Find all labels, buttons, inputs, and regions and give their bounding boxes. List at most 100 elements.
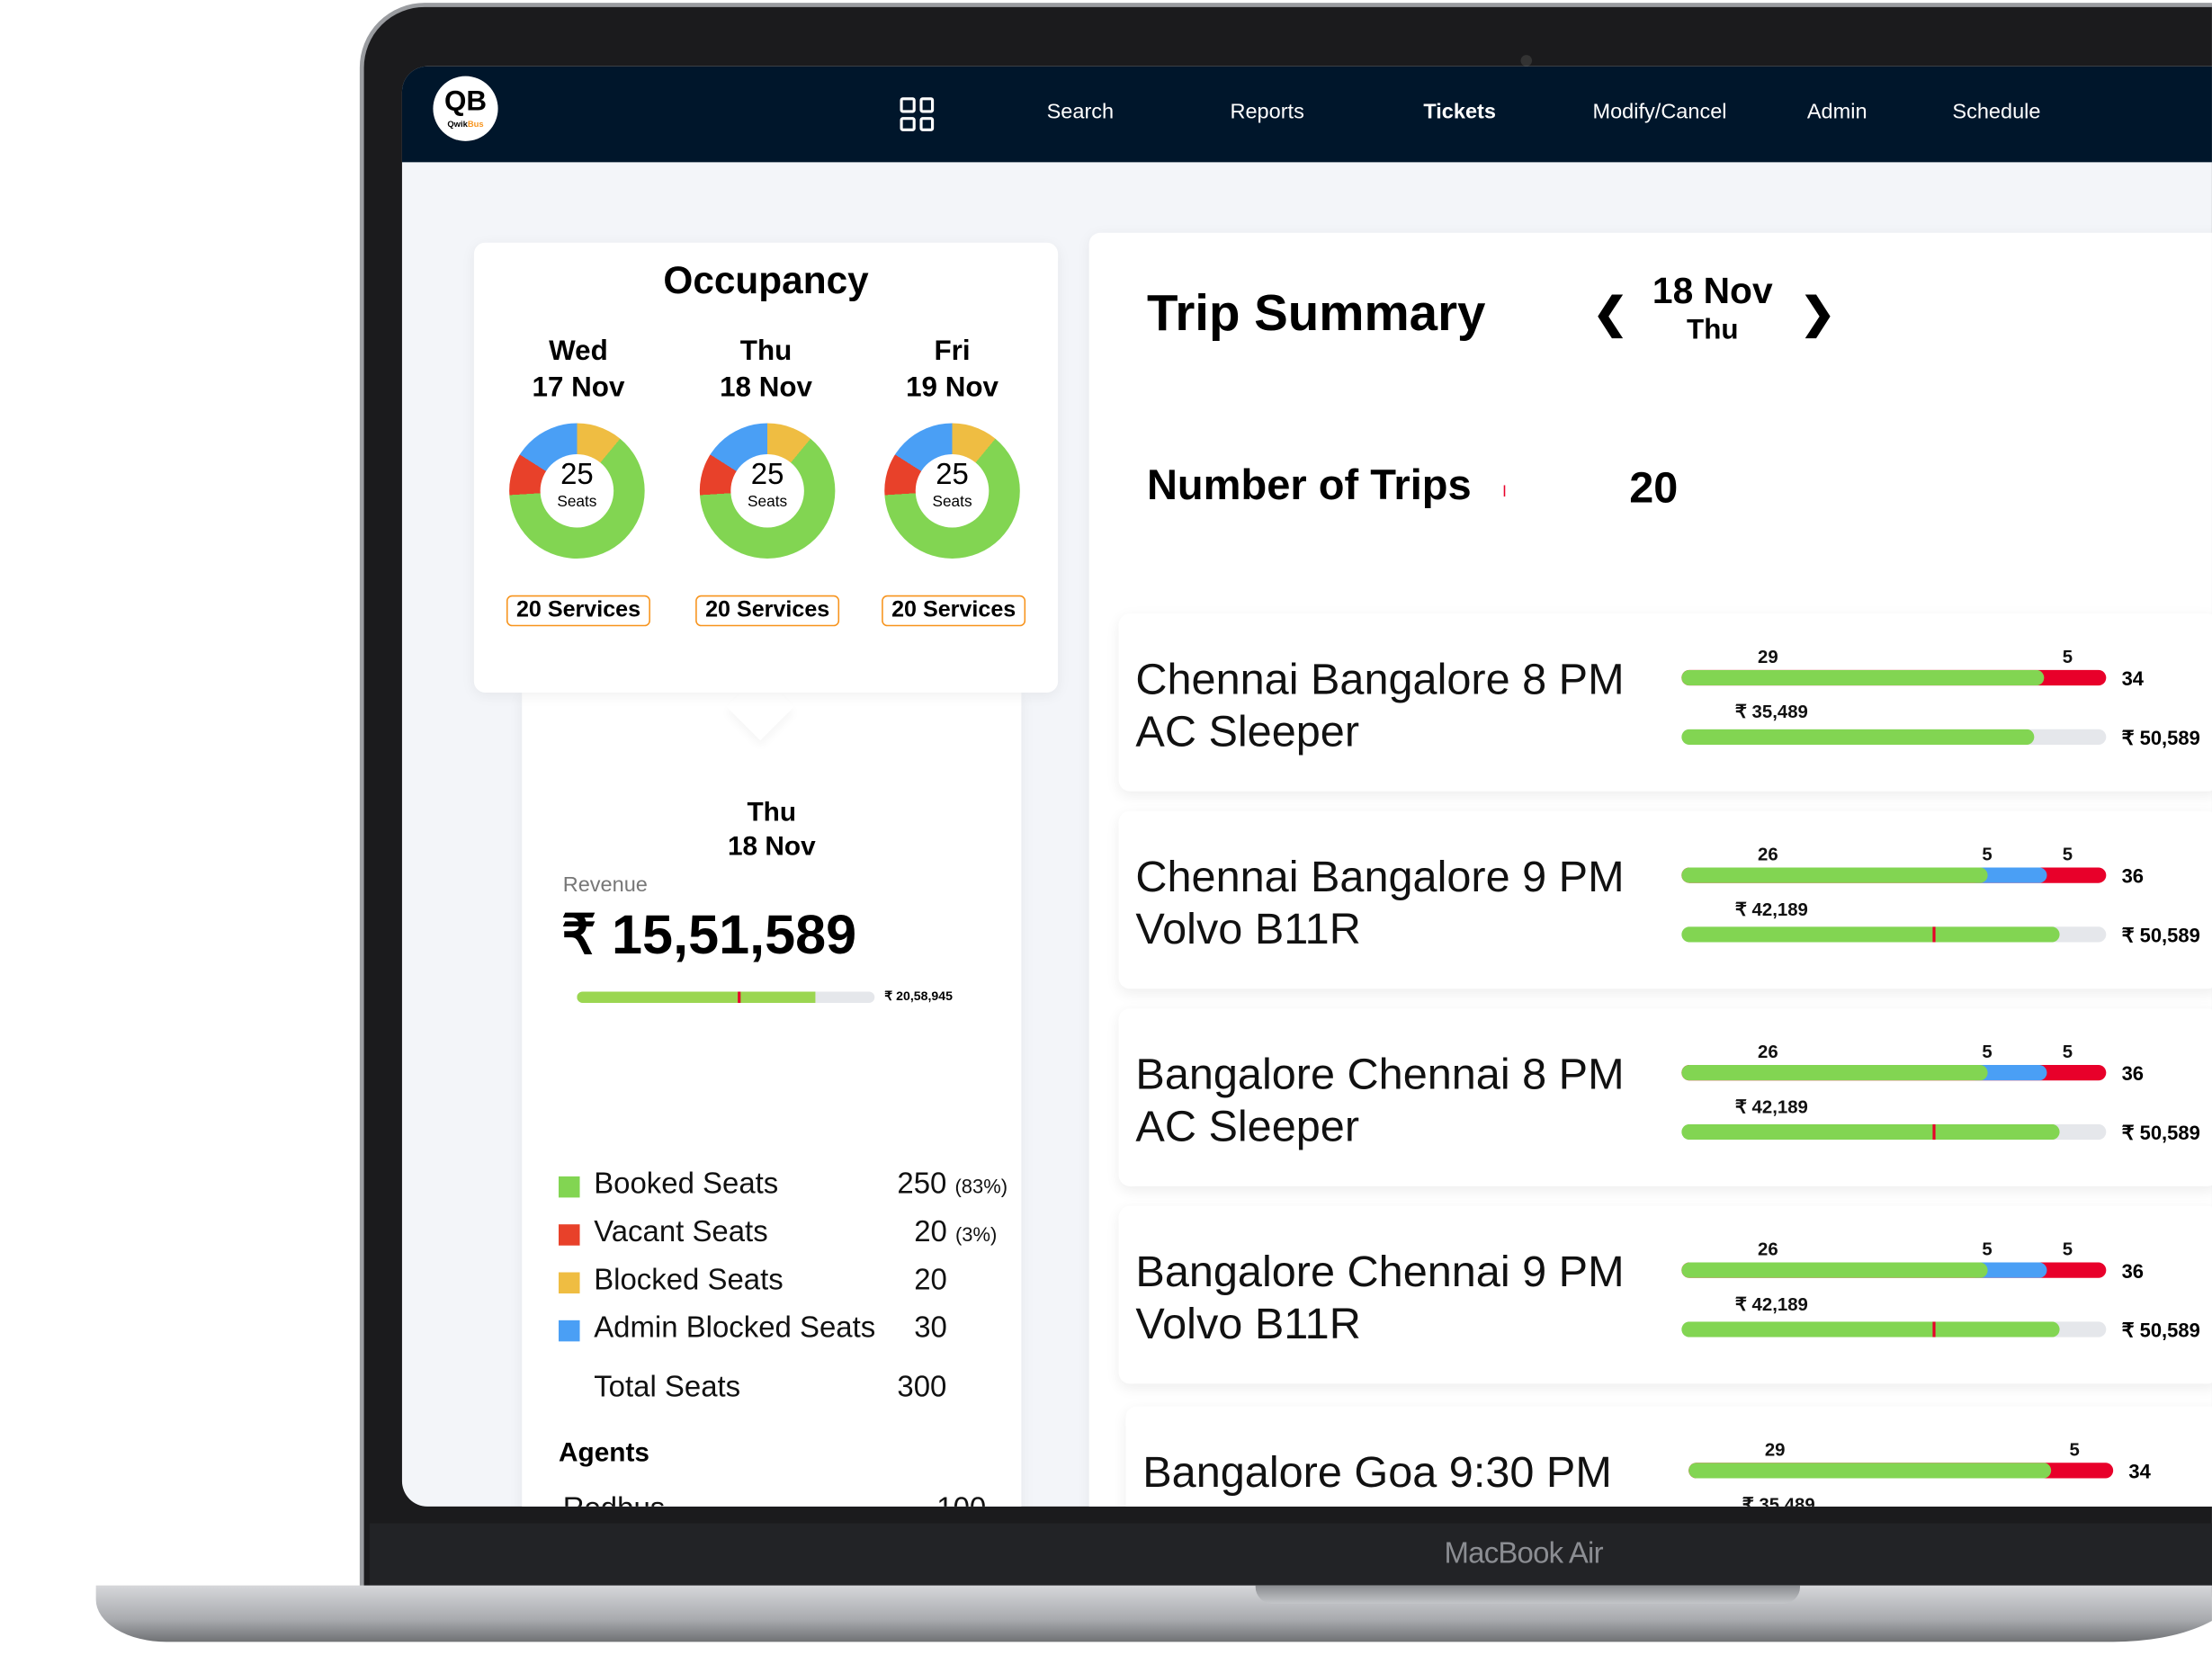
day-dow: Thu bbox=[739, 335, 793, 367]
sold-count: 5 bbox=[2062, 1041, 2073, 1062]
day-dow: Fri bbox=[934, 335, 971, 367]
revenue-bar bbox=[1681, 1321, 2107, 1338]
revenue-max: ₹ 50,589 bbox=[2121, 1121, 2200, 1144]
total-seats-value: 300 bbox=[897, 1371, 947, 1404]
logo-mark: QB bbox=[443, 85, 488, 118]
nav-reports[interactable]: Reports bbox=[1230, 100, 1304, 125]
revenue-fill bbox=[1681, 1123, 2060, 1141]
nav-tickets[interactable]: Tickets bbox=[1423, 100, 1496, 125]
legend-swatch bbox=[559, 1272, 580, 1294]
sold-count: 5 bbox=[2069, 1438, 2080, 1461]
revenue-bar bbox=[1681, 926, 2107, 943]
services-button[interactable]: 20 Services bbox=[506, 595, 651, 627]
sold-count: 5 bbox=[2062, 843, 2073, 865]
day-detail-panel: Thu 18 Nov Revenue ₹ 15,51,589 ₹ 20,58,94… bbox=[522, 692, 1022, 1507]
revenue-marker bbox=[1931, 926, 1935, 943]
revenue-label: Revenue bbox=[562, 872, 648, 898]
nav-search[interactable]: Search bbox=[1046, 100, 1115, 125]
donut-seats-label: Seats bbox=[748, 493, 788, 511]
occupancy-title: Occupancy bbox=[663, 259, 869, 302]
trips-label: Number of Trips bbox=[1146, 462, 1472, 510]
app-screen: QB QwikBus Search Reports Tickets Modify/Can… bbox=[401, 66, 2212, 1507]
day-date: 18 Nov bbox=[720, 372, 812, 404]
device-label: MacBook Air bbox=[1444, 1537, 1604, 1570]
trip-date: 18 Nov bbox=[1652, 269, 1773, 312]
grid-icon[interactable] bbox=[900, 97, 935, 131]
services-button[interactable]: 20 Services bbox=[882, 595, 1026, 627]
trip-summary-title: Trip Summary bbox=[1146, 283, 1486, 342]
admin-segment bbox=[1975, 1262, 2047, 1278]
seat-bar bbox=[1681, 867, 2107, 883]
donut-seats-label: Seats bbox=[557, 493, 597, 511]
admin-count: 5 bbox=[1982, 843, 1993, 865]
occupancy-donut[interactable]: 25 Seats bbox=[699, 423, 836, 559]
total-seats-label: Total Seats bbox=[594, 1371, 741, 1404]
trip-route: Chennai Bangalore 8 PM bbox=[1135, 654, 1625, 704]
booked-segment bbox=[1681, 669, 2044, 686]
agent-name: Redbus bbox=[563, 1492, 666, 1507]
revenue-bar bbox=[1681, 729, 2107, 746]
trip-card[interactable]: Bangalore Chennai 9 PM Volvo B11R 26 5 5 … bbox=[1118, 1205, 2212, 1384]
seat-bar bbox=[1681, 669, 2107, 686]
trip-route: Bangalore Goa 9:30 PM bbox=[1142, 1446, 1612, 1497]
revenue-target: ₹ 20,58,945 bbox=[884, 989, 953, 1003]
nav-admin[interactable]: Admin bbox=[1806, 100, 1867, 125]
legend-label: Vacant Seats bbox=[594, 1215, 768, 1248]
admin-segment bbox=[1975, 867, 2047, 883]
admin-count: 5 bbox=[1982, 1238, 1993, 1260]
detail-dow: Thu bbox=[747, 798, 797, 828]
sold-count: 5 bbox=[2062, 646, 2073, 667]
booked-count: 26 bbox=[1757, 1238, 1778, 1260]
revenue-fill bbox=[1681, 926, 2060, 943]
revenue-fill bbox=[1681, 729, 2035, 746]
trip-card[interactable]: Chennai Bangalore 9 PM Volvo B11R 26 5 5 … bbox=[1118, 810, 2212, 989]
day-date: 19 Nov bbox=[906, 372, 999, 404]
chevron-right-icon[interactable]: ❯ bbox=[1800, 291, 1836, 337]
agents-title: Agents bbox=[559, 1438, 650, 1469]
agent-value: 100 bbox=[936, 1492, 986, 1507]
revenue-max: ₹ 50,589 bbox=[2121, 924, 2200, 947]
legend-value: 30 bbox=[914, 1311, 947, 1345]
legend-value: 20 (3%) bbox=[914, 1215, 998, 1248]
booked-segment bbox=[1681, 1262, 1989, 1278]
divider bbox=[1503, 485, 1506, 497]
laptop-base bbox=[95, 1585, 2212, 1642]
occupancy-donut[interactable]: 25 Seats bbox=[884, 423, 1020, 559]
chevron-left-icon[interactable]: ❮ bbox=[1592, 291, 1628, 337]
legend-label: Blocked Seats bbox=[594, 1264, 784, 1297]
seat-total: 36 bbox=[2121, 1259, 2145, 1283]
services-button[interactable]: 20 Services bbox=[695, 595, 840, 627]
trip-card[interactable]: Bangalore Chennai 8 PM AC Sleeper 26 5 5 … bbox=[1118, 1008, 2212, 1186]
admin-segment bbox=[1975, 1064, 2047, 1081]
revenue-marker bbox=[1931, 1321, 1935, 1338]
legend-swatch bbox=[559, 1224, 580, 1246]
seat-bar bbox=[1681, 1262, 2107, 1278]
trip-bus-type: AC Sleeper bbox=[1135, 1101, 1360, 1151]
seat-total: 36 bbox=[2121, 864, 2145, 888]
booked-segment bbox=[1681, 867, 1989, 883]
revenue-marker bbox=[1931, 1123, 1935, 1141]
trip-revenue: ₹ 42,189 bbox=[1734, 898, 1808, 920]
day-column: Fri 19 Nov bbox=[861, 333, 1044, 407]
trip-revenue: ₹ 35,489 bbox=[1734, 701, 1808, 722]
top-nav: QB QwikBus Search Reports Tickets Modify/Can… bbox=[401, 66, 2212, 163]
trip-bus-type: Volvo B11R bbox=[1135, 1299, 1361, 1349]
logo-text: QwikBus bbox=[447, 121, 484, 130]
detail-date: 18 Nov bbox=[727, 832, 816, 863]
nav-schedule[interactable]: Schedule bbox=[1952, 100, 2041, 125]
nav-modify-cancel[interactable]: Modify/Cancel bbox=[1592, 100, 1727, 125]
day-dow: Wed bbox=[549, 335, 608, 367]
sold-count: 5 bbox=[2062, 1238, 2073, 1260]
donut-seats: 25 bbox=[750, 458, 784, 491]
camera bbox=[1520, 55, 1533, 67]
booked-count: 26 bbox=[1757, 843, 1778, 865]
booked-count: 29 bbox=[1757, 646, 1778, 667]
booked-segment bbox=[1688, 1463, 2051, 1479]
seat-bar bbox=[1688, 1463, 2114, 1479]
qwikbus-logo[interactable]: QB QwikBus bbox=[433, 76, 498, 141]
trip-card[interactable]: Chennai Bangalore 8 PM AC Sleeper 29 5 34… bbox=[1118, 613, 2212, 792]
occupancy-donut[interactable]: 25 Seats bbox=[509, 423, 645, 559]
admin-count: 5 bbox=[1982, 1041, 1993, 1062]
